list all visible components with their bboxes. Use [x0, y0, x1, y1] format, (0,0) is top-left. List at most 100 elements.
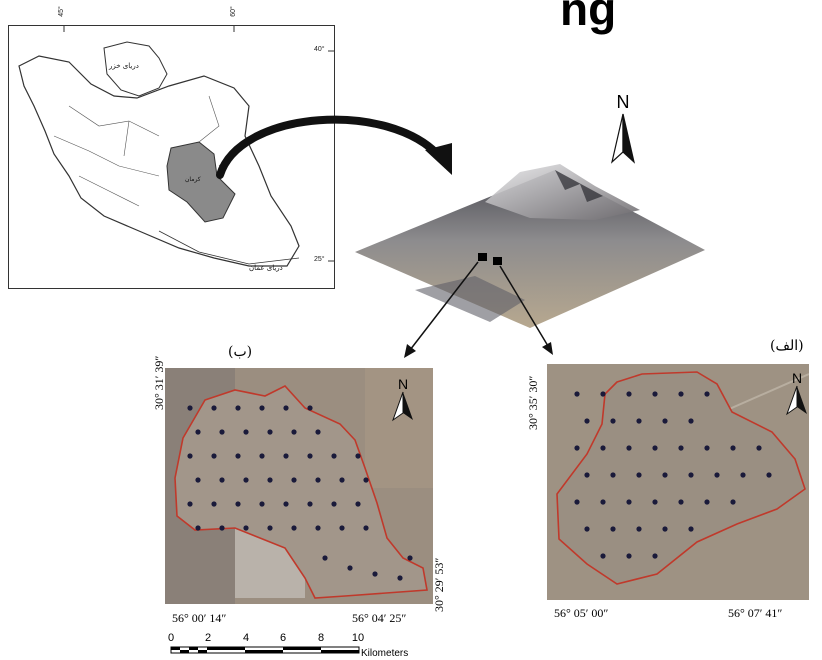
well-point [195, 525, 201, 531]
well-point [291, 429, 297, 435]
panel-alef-label: (الف) [770, 338, 804, 354]
scale-tick: 0 [167, 632, 175, 644]
well-point [730, 445, 736, 451]
well-point [322, 555, 328, 561]
panel-alef-north-arrow: N [784, 370, 810, 420]
well-point [662, 526, 668, 532]
well-point [307, 453, 313, 459]
well-point [610, 472, 616, 478]
scale-tick: 10 [351, 632, 365, 644]
panel-b-north-arrow: N [390, 376, 416, 426]
well-point [331, 453, 337, 459]
terrain-3d-image [355, 164, 705, 328]
well-point [407, 555, 413, 561]
header-fragment: ng [560, 0, 617, 35]
scale-tick: 2 [204, 632, 212, 644]
well-point [347, 565, 353, 571]
well-point [626, 445, 632, 451]
panel-alef-lon-left: 56° 05′ 00″ [554, 606, 609, 620]
well-point [730, 499, 736, 505]
well-point [704, 391, 710, 397]
panel-b-lon-right: 56° 04′ 25″ [352, 611, 407, 625]
well-point [339, 525, 345, 531]
north-letter: N [616, 92, 630, 112]
well-point [235, 405, 241, 411]
well-point [600, 553, 606, 559]
well-point [584, 472, 590, 478]
scale-unit: Kilometers [361, 648, 409, 659]
well-point [636, 418, 642, 424]
well-point [211, 405, 217, 411]
well-point [267, 477, 273, 483]
panel-alef-lat-top: 30° 35′ 30″ [526, 375, 540, 430]
well-point [291, 477, 297, 483]
well-point [652, 391, 658, 397]
well-point [766, 472, 772, 478]
well-point [363, 477, 369, 483]
site-b-marker [478, 253, 487, 261]
panel-b-north-icon [392, 391, 413, 422]
well-point [187, 405, 193, 411]
well-point [636, 472, 642, 478]
well-point [219, 429, 225, 435]
well-point [243, 477, 249, 483]
well-point [678, 445, 684, 451]
panel-alef-satellite-image [547, 364, 809, 600]
well-point [636, 526, 642, 532]
well-point [626, 499, 632, 505]
iran-outline [18, 55, 300, 267]
north-arrow-icon [610, 113, 636, 164]
caspian-sea [103, 41, 168, 97]
well-point [704, 499, 710, 505]
well-point [187, 501, 193, 507]
kerman-province [166, 141, 236, 223]
well-point [652, 499, 658, 505]
well-point [704, 445, 710, 451]
well-point [259, 453, 265, 459]
well-point [315, 525, 321, 531]
well-point [574, 391, 580, 397]
well-point [339, 477, 345, 483]
well-point [600, 445, 606, 451]
iran-map-svg [18, 26, 334, 267]
well-point [662, 418, 668, 424]
well-point [397, 575, 403, 581]
well-point [626, 391, 632, 397]
well-point [610, 526, 616, 532]
well-point [584, 526, 590, 532]
panel-alef-boundary [556, 371, 806, 585]
well-point [740, 472, 746, 478]
well-point [600, 499, 606, 505]
lat-tick-40: 40° [314, 46, 325, 53]
caspian-label: دریای خزر [109, 62, 139, 70]
well-point [243, 525, 249, 531]
well-point [219, 525, 225, 531]
well-point [195, 429, 201, 435]
panel-b-lon-left: 56° 00′ 14″ [172, 611, 227, 625]
scale-bar-graphic [170, 646, 360, 654]
well-point [283, 501, 289, 507]
well-point [331, 501, 337, 507]
panel-b-label: (ب) [228, 344, 253, 360]
well-point [355, 453, 361, 459]
well-point [211, 501, 217, 507]
oman-label: دریای عمان [249, 264, 283, 272]
province-lines [53, 95, 240, 207]
well-point [756, 445, 762, 451]
terrain-north-arrow: N [608, 92, 638, 168]
panel-alef-north-letter: N [791, 370, 803, 386]
well-point [315, 477, 321, 483]
well-point [662, 472, 668, 478]
scale-tick: 8 [317, 632, 325, 644]
well-point [652, 445, 658, 451]
well-point [584, 418, 590, 424]
well-point [600, 391, 606, 397]
well-point [307, 501, 313, 507]
well-point [195, 477, 201, 483]
well-point [574, 445, 580, 451]
well-point [291, 525, 297, 531]
well-point [574, 499, 580, 505]
well-point [235, 501, 241, 507]
well-point [372, 571, 378, 577]
